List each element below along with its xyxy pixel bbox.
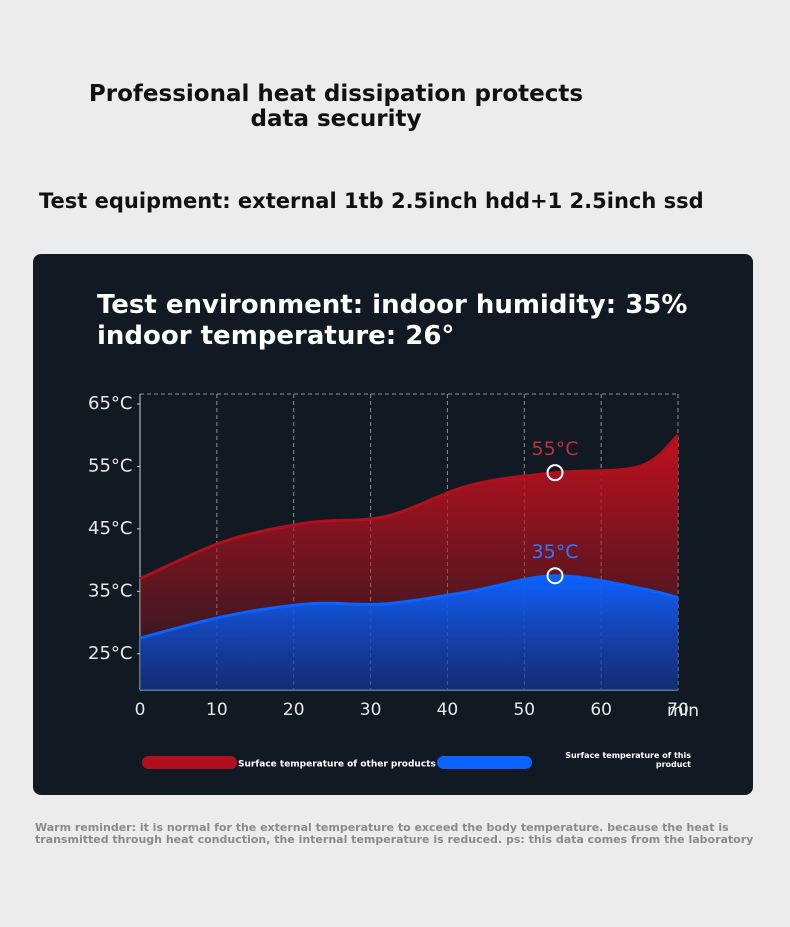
legend-swatch bbox=[142, 756, 237, 769]
y-tick-label: 45°C bbox=[88, 518, 132, 539]
x-tick-label: 10 bbox=[206, 700, 228, 720]
x-axis-label: min bbox=[667, 701, 699, 721]
y-tick-label: 35°C bbox=[88, 580, 132, 601]
x-tick-label: 20 bbox=[283, 700, 305, 720]
legend-label: Surface temperature of this product bbox=[565, 751, 691, 769]
legend-label: Surface temperature of other products bbox=[238, 760, 436, 770]
line bbox=[139, 574, 679, 640]
x-tick-label: 40 bbox=[437, 700, 459, 720]
chart-title: Test environment: indoor humidity: 35% i… bbox=[97, 290, 688, 351]
line bbox=[139, 434, 680, 581]
subtitle: Test equipment: external 1tb 2.5inch hdd… bbox=[39, 189, 704, 213]
footer: Warm reminder: it is normal for the exte… bbox=[35, 821, 754, 846]
annotation: 35°C bbox=[532, 541, 579, 563]
y-tick-label: 65°C bbox=[88, 393, 132, 414]
point-marker bbox=[546, 464, 564, 482]
point-marker bbox=[546, 567, 564, 585]
title: Professional heat dissipation protects d… bbox=[88, 81, 584, 132]
x-tick-label: 30 bbox=[360, 700, 382, 720]
y-tick-label: 55°C bbox=[88, 455, 132, 476]
chart-title-box: Test environment: indoor humidity: 35% i… bbox=[97, 290, 688, 351]
annotation: 55°C bbox=[532, 438, 579, 460]
x-tick-label: 0 bbox=[135, 700, 146, 720]
legend-swatch bbox=[437, 756, 532, 769]
area bbox=[140, 575, 678, 690]
y-tick-label: 25°C bbox=[88, 643, 132, 664]
x-tick-label: 70 bbox=[667, 700, 689, 720]
x-tick-label: 50 bbox=[513, 700, 535, 720]
legend-box: Surface temperature of this product bbox=[565, 751, 691, 769]
x-tick-label: 60 bbox=[590, 700, 612, 720]
